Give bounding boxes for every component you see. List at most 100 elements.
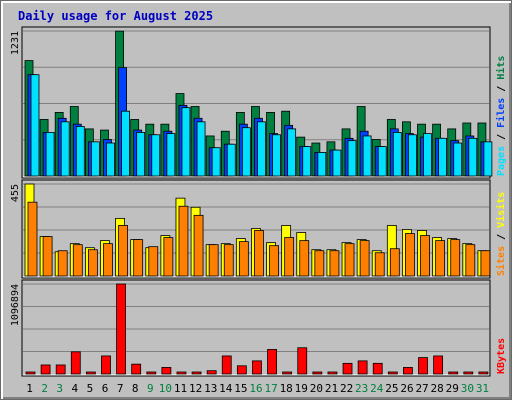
pages-bar-day-13: [211, 147, 221, 177]
kbytes-bar-day-22: [342, 362, 353, 375]
kbytes-bar-day-3: [55, 364, 66, 375]
pages-bar-day-23: [362, 135, 372, 177]
kbytes-bar-day-20: [312, 371, 323, 375]
legend-kbytes: KBytes: [496, 338, 507, 374]
x-tick-label-day-13: 13: [204, 382, 217, 395]
x-tick-label-day-20: 20: [310, 382, 323, 395]
kbytes-bar-day-23: [357, 360, 368, 375]
kbytes-bar-day-6: [101, 355, 111, 375]
pages-bar-day-8: [136, 132, 146, 177]
pages-bar-day-16: [257, 121, 266, 177]
x-tick-label-day-24: 24: [370, 382, 384, 395]
pages-bar-day-30: [468, 137, 478, 177]
legend-sites: Sites: [495, 246, 507, 276]
pages-bar-day-6: [106, 142, 115, 177]
x-tick-label-day-6: 6: [102, 382, 109, 395]
pages-bar-day-26: [408, 134, 417, 177]
pages-bar-day-10: [166, 133, 176, 177]
sites-bar-day-5: [87, 249, 98, 277]
sites-bar-day-26: [405, 233, 415, 277]
legend-hits: Hits: [495, 56, 507, 80]
sites-bar-day-12: [193, 214, 204, 277]
x-tick-label-day-19: 19: [295, 382, 308, 395]
sites-bar-day-28: [435, 240, 446, 277]
pages-bar-day-15: [241, 127, 251, 177]
sites-bar-day-16: [254, 230, 264, 277]
pages-bar-day-22: [347, 140, 357, 177]
kbytes-bar-day-11: [176, 371, 187, 375]
x-tick-label-day-15: 15: [234, 382, 247, 395]
kbytes-bar-day-25: [387, 371, 398, 375]
x-tick-label-day-8: 8: [132, 382, 139, 395]
kbytes-bar-day-4: [70, 351, 81, 375]
x-tick-label-day-30: 30: [461, 382, 474, 395]
sites-bar-day-10: [163, 237, 174, 277]
kbytes-bar-day-1: [25, 371, 36, 375]
kbytes-bar-day-19: [297, 347, 308, 375]
pages-bar-day-5: [90, 141, 100, 177]
x-tick-label-day-25: 25: [385, 382, 398, 395]
kbytes-bar-day-21: [327, 371, 338, 375]
pages-bar-day-14: [226, 143, 236, 177]
x-tick-label-day-10: 10: [159, 382, 172, 395]
x-tick-label-day-26: 26: [400, 382, 413, 395]
kbytes-bar-day-8: [131, 363, 142, 375]
sites-bar-day-8: [133, 239, 144, 277]
sites-bar-day-2: [42, 236, 53, 277]
legend-sep: /: [496, 80, 507, 98]
sites-bar-day-1: [27, 201, 38, 277]
kbytes-bar-day-2: [40, 364, 51, 375]
kbytes-bar-day-9: [146, 371, 157, 375]
x-tick-label-day-27: 27: [415, 382, 428, 395]
legends: Pages / Files / Hits Sites / Visits KBytes: [495, 56, 507, 374]
hits_files_pages-max-label: 1231: [10, 31, 21, 55]
pages-bar-day-18: [287, 128, 297, 177]
x-tick-label-day-3: 3: [56, 382, 63, 395]
sites-bar-day-24: [374, 252, 385, 277]
kbytes-bar-day-26: [403, 367, 413, 375]
pages-bar-day-29: [453, 142, 463, 177]
sites-bar-day-9: [148, 246, 159, 277]
kbytes-bar-day-27: [418, 357, 428, 375]
kbytes-panel: 1096894: [10, 279, 491, 377]
sites-bar-day-13: [208, 244, 219, 277]
pages-bar-day-3: [60, 121, 70, 177]
sites-bar-day-15: [238, 241, 249, 277]
sites-bar-day-25: [389, 248, 400, 277]
x-tick-label-day-9: 9: [147, 382, 154, 395]
pages-bar-day-2: [45, 132, 55, 177]
pages-bar-day-28: [438, 137, 448, 177]
kbytes-legend: KBytes: [496, 338, 507, 374]
kbytes-plot-area: [21, 279, 491, 377]
x-tick-label-day-2: 2: [41, 382, 48, 395]
sites-bar-day-19: [299, 240, 310, 277]
sites-bar-day-11: [178, 205, 189, 277]
x-tick-label-day-12: 12: [189, 382, 202, 395]
x-tick-label-day-22: 22: [340, 382, 353, 395]
x-tick-label-day-16: 16: [249, 382, 262, 395]
kbytes-max-label: 1096894: [10, 284, 21, 326]
sites-bar-day-4: [72, 244, 83, 277]
kbytes-bar-day-30: [463, 371, 474, 375]
sites-bar-day-21: [329, 250, 340, 277]
visits_sites-panel: 455: [10, 179, 491, 279]
sites-bar-day-31: [480, 250, 491, 277]
pages-bar-day-19: [302, 146, 312, 177]
x-tick-label-day-7: 7: [117, 382, 124, 395]
x-tick-label-day-17: 17: [264, 382, 277, 395]
visits_sites-legend: Sites / Visits: [495, 192, 507, 276]
hits_files_pages-panel: 1231: [10, 26, 493, 179]
hits_files_pages-legend: Pages / Files / Hits: [495, 56, 507, 176]
kbytes-bar-day-28: [433, 355, 444, 375]
pages-bar-day-1: [30, 74, 40, 177]
x-tick-label-day-18: 18: [280, 382, 293, 395]
sites-bar-day-20: [314, 250, 325, 277]
kbytes-bar-day-29: [448, 371, 459, 375]
sites-bar-day-23: [359, 240, 370, 277]
pages-bar-day-11: [181, 107, 191, 177]
x-tick-label-day-28: 28: [431, 382, 444, 395]
panels: 1231 455 1096894: [10, 26, 493, 377]
pages-bar-day-31: [483, 141, 493, 177]
x-tick-label-day-29: 29: [446, 382, 459, 395]
